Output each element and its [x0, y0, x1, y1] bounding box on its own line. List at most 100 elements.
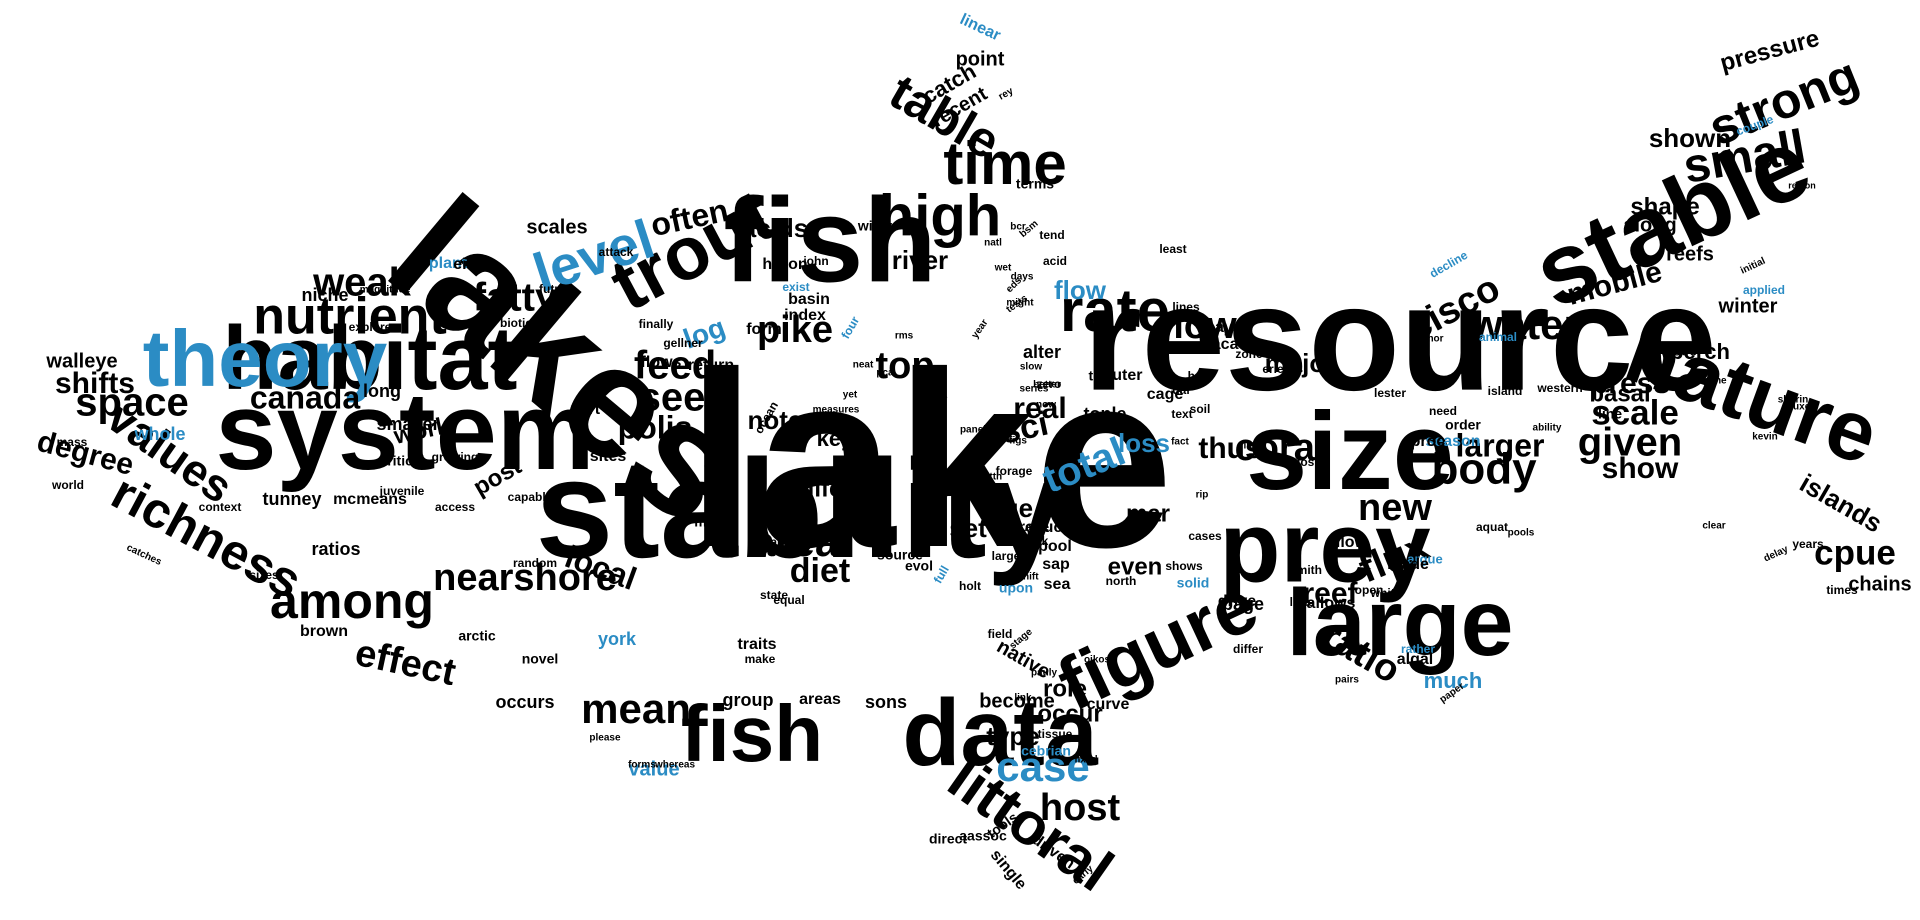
- word-shown: shown: [1649, 123, 1731, 153]
- word-smaller: smaller: [376, 414, 439, 434]
- word-season: season: [1425, 433, 1480, 450]
- word-evol: evol: [905, 558, 933, 574]
- word-biotic: biotic: [500, 316, 532, 330]
- word-brown: brown: [300, 623, 348, 640]
- word-holt: holt: [959, 579, 981, 593]
- word-effect: effect: [351, 632, 459, 694]
- word-access: access: [435, 500, 475, 514]
- word-river: river: [892, 245, 948, 275]
- word-even: even: [1108, 553, 1163, 580]
- word-show: show: [1602, 452, 1679, 485]
- word-fact: fact: [1171, 437, 1189, 448]
- word-shows: shows: [1165, 559, 1203, 573]
- word-reveal: reveal: [981, 434, 1010, 445]
- word-random: random: [513, 556, 557, 570]
- word-loss: loss: [1118, 428, 1170, 458]
- word-text: text: [1171, 407, 1192, 421]
- word-case: case: [996, 743, 1089, 790]
- word-tend: tend: [1039, 228, 1064, 242]
- word-area: area: [752, 518, 839, 565]
- word-plos: plos: [1290, 455, 1315, 469]
- word-test: test: [1089, 368, 1114, 384]
- word-slow: slow: [1020, 362, 1042, 373]
- word-sizes: sizes: [249, 568, 279, 582]
- word-need: need: [1429, 404, 1457, 418]
- word-north: north: [1106, 574, 1137, 588]
- word-data: data: [902, 680, 1099, 786]
- word-wiley: wiley: [857, 218, 892, 234]
- word-point: point: [956, 48, 1005, 70]
- word-plant: plant: [429, 255, 468, 272]
- word-clear: clear: [1702, 521, 1725, 532]
- word-among: among: [270, 573, 434, 629]
- word-whole: whole: [133, 424, 185, 444]
- word-scales: scales: [526, 216, 587, 238]
- word-make: make: [745, 652, 776, 666]
- word-arctic: arctic: [458, 628, 496, 644]
- word-either: either: [453, 256, 497, 273]
- word-delay: delay: [1762, 544, 1790, 565]
- word-walleye: walleye: [45, 350, 117, 372]
- word-scale: scale: [1591, 393, 1679, 432]
- word-initial: initial: [1739, 256, 1768, 277]
- word-isocline: isocline: [1689, 376, 1727, 387]
- word-thus: thus: [1198, 432, 1261, 465]
- word-neat: neat: [853, 360, 874, 371]
- word-system: system: [215, 370, 594, 493]
- word-help: help: [1188, 369, 1213, 383]
- word-water: water: [1469, 301, 1580, 348]
- word-lake: lake: [687, 320, 1174, 599]
- word-coral: coral: [1235, 427, 1326, 469]
- word-shurin: shurin: [1778, 395, 1809, 406]
- word-return: return: [688, 357, 734, 374]
- word-aquat: aquat: [1476, 520, 1508, 534]
- word-rey: rey: [997, 85, 1016, 102]
- word-kevin: kevin: [1752, 432, 1778, 443]
- word-animal: animal: [1479, 330, 1517, 344]
- word-islands: islands: [1795, 468, 1888, 539]
- word-basal: basal: [1589, 380, 1650, 407]
- word-larger: larger: [1456, 427, 1545, 463]
- word-habitat: habitat: [222, 309, 517, 409]
- word-resource: resource: [1083, 254, 1717, 422]
- word-novel: novel: [522, 651, 559, 667]
- word-sons: sons: [865, 692, 907, 712]
- word-forage: forage: [996, 464, 1033, 478]
- word-press: press: [1590, 367, 1670, 400]
- word-sites: sites: [590, 448, 627, 465]
- word-measures: measures: [813, 405, 860, 416]
- word-basin: basin: [788, 291, 830, 308]
- word-become: become: [979, 690, 1055, 712]
- word-allows: allows: [1307, 595, 1356, 612]
- word-polis: polis: [618, 409, 693, 445]
- word-long: long: [363, 381, 401, 401]
- word-forms: forms: [628, 760, 656, 771]
- word-line: line: [1598, 406, 1622, 422]
- word-link: link: [1014, 693, 1032, 704]
- word-nearshore: nearshore: [433, 557, 617, 599]
- word-sap: sap: [1042, 556, 1070, 573]
- word-fatty: fatty: [473, 276, 558, 320]
- word-largely: largely: [992, 549, 1031, 563]
- word-tunney: tunney: [262, 489, 321, 509]
- word-white: white: [1370, 586, 1402, 600]
- word-feed: feed: [634, 344, 716, 388]
- word-shuter: shuter: [1094, 367, 1143, 384]
- word-direct: direct: [929, 831, 967, 847]
- word-shifts: shifts: [55, 367, 135, 400]
- word-tonle: tonle: [1084, 404, 1127, 424]
- word-due: due: [987, 493, 1033, 523]
- word-tissue: tissue: [1038, 727, 1073, 741]
- word-series: series: [1020, 384, 1049, 395]
- word-huron: huron: [762, 256, 807, 273]
- word-zone: zone: [1235, 347, 1263, 361]
- word-note: note: [748, 405, 803, 435]
- word-capable: capable: [508, 490, 553, 504]
- word-curve: curve: [1087, 696, 1130, 713]
- word-island: island: [1488, 384, 1523, 398]
- word-mass: mass: [57, 435, 88, 449]
- word-act: act: [1053, 489, 1068, 500]
- word-large: large: [1286, 570, 1513, 676]
